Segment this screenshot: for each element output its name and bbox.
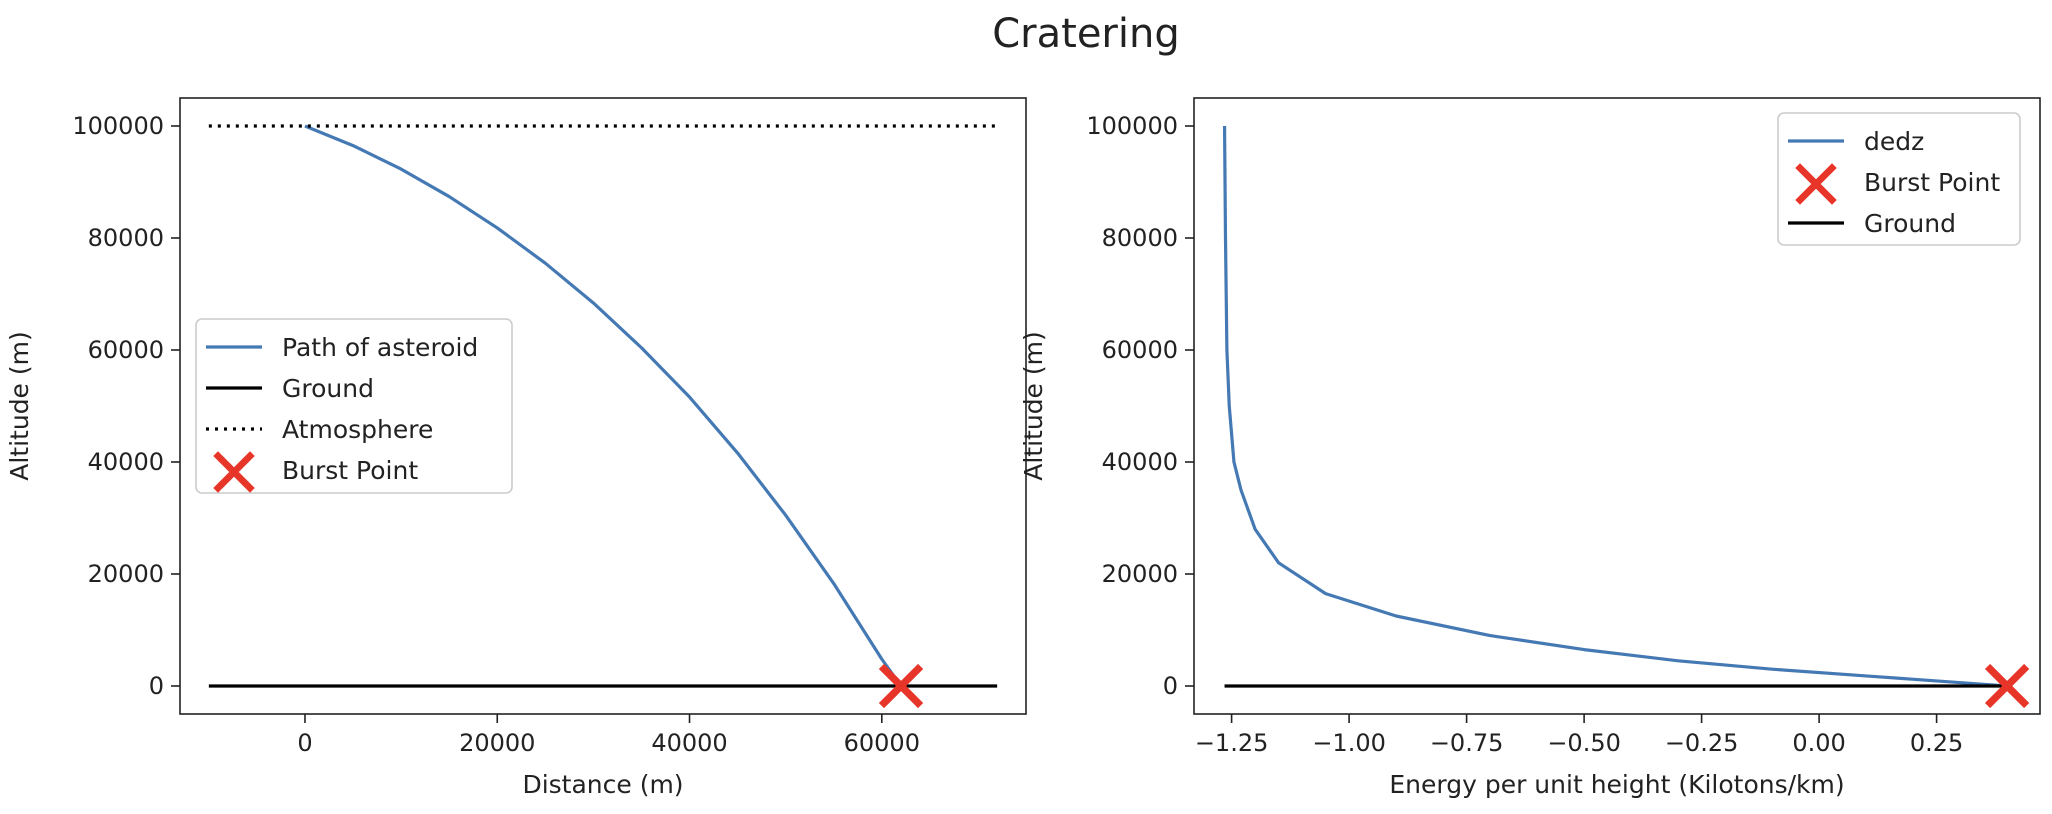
- legend-entry: dedz: [1788, 127, 1924, 156]
- x-tick-label: −1.00: [1312, 729, 1386, 757]
- y-tick-label: 100000: [72, 112, 164, 140]
- x-tick-label: −0.25: [1665, 729, 1739, 757]
- figure-title: Cratering: [992, 11, 1179, 57]
- legend-frame: [195, 318, 513, 494]
- legend-entry: Ground: [206, 374, 374, 403]
- asteroid-path-line: [304, 124, 903, 687]
- x-tick-label: −0.75: [1430, 729, 1504, 757]
- dedz-line: [1222, 125, 2008, 688]
- y-tick-label: 0: [1163, 672, 1178, 700]
- legend-label: Ground: [1864, 209, 1956, 238]
- legend-label: Burst Point: [1864, 168, 2000, 197]
- legend-entry: Path of asteroid: [206, 333, 478, 362]
- x-axis-label: Energy per unit height (Kilotons/km): [1389, 770, 1844, 799]
- x-axis-label: Distance (m): [522, 770, 683, 799]
- y-tick-label: 60000: [1102, 336, 1178, 364]
- legend-label: Burst Point: [282, 456, 418, 485]
- burst-point-marker: [1985, 663, 2030, 709]
- x-tick-label: 20000: [459, 729, 535, 757]
- y-tick-label: 20000: [1102, 560, 1178, 588]
- y-axis-label: Altitude (m): [5, 331, 34, 481]
- legend-entry: Burst Point: [1795, 163, 2000, 205]
- y-tick-label: 0: [149, 672, 164, 700]
- legend-burst-marker-icon: [1795, 163, 1837, 205]
- y-tick-label: 20000: [88, 560, 164, 588]
- legend: dedz Burst Point Ground: [1777, 112, 2021, 246]
- y-tick-label: 100000: [1086, 112, 1178, 140]
- y-axis-label: Altitude (m): [1019, 331, 1048, 481]
- x-tick-label: 0: [297, 729, 312, 757]
- y-tick-label: 80000: [88, 224, 164, 252]
- legend-frame: [1777, 112, 2021, 246]
- legend-label: Path of asteroid: [282, 333, 478, 362]
- x-tick-label: 0.00: [1792, 729, 1845, 757]
- legend-label: dedz: [1864, 127, 1924, 156]
- trajectory-chart: 0 20000 40000 60000 0 20000 40000 60000 80000 100…: [5, 97, 1027, 799]
- y-tick-label: 40000: [88, 448, 164, 476]
- x-tick-label: −0.50: [1547, 729, 1621, 757]
- plot-frame: [179, 97, 1027, 715]
- y-tick-label: 60000: [88, 336, 164, 364]
- legend-entry: Atmosphere: [206, 415, 433, 444]
- x-tick-label: 40000: [651, 729, 727, 757]
- y-tick-label: 40000: [1102, 448, 1178, 476]
- plot-frame: [1193, 97, 2041, 715]
- legend-entry: Burst Point: [213, 451, 418, 493]
- legend-label: Atmosphere: [282, 415, 433, 444]
- legend: Path of asteroid Ground Atmosphere Burst Po…: [195, 318, 513, 494]
- x-tick-label: −1.25: [1195, 729, 1269, 757]
- y-tick-label: 80000: [1102, 224, 1178, 252]
- x-tick-label: 60000: [844, 729, 920, 757]
- x-tick-label: 0.25: [1910, 729, 1963, 757]
- legend-entry: Ground: [1788, 209, 1956, 238]
- legend-label: Ground: [282, 374, 374, 403]
- legend-burst-marker-icon: [213, 451, 255, 493]
- energy-deposition-chart: −1.25 −1.00 −0.75 −0.50 −0.25 0.00 0.25 0 20000 4…: [1019, 97, 2041, 799]
- burst-point-marker: [878, 663, 924, 709]
